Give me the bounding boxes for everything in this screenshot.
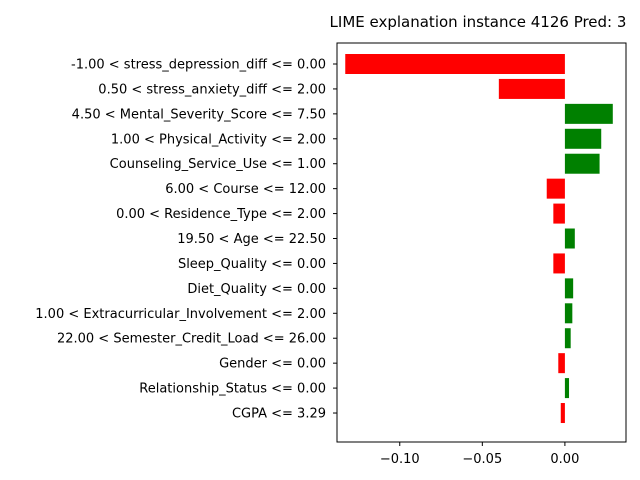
y-tick-label: 4.50 < Mental_Severity_Score <= 7.50 (72, 107, 326, 122)
bar (558, 353, 565, 374)
bar (560, 403, 565, 424)
y-tick-label: 1.00 < Extracurricular_Involvement <= 2.… (35, 307, 326, 322)
bar (564, 378, 570, 399)
bar (553, 203, 565, 224)
y-tick-label: 0.00 < Residence_Type <= 2.00 (116, 207, 326, 222)
bar (564, 278, 574, 299)
y-tick-label: Sleep_Quality <= 0.00 (178, 257, 326, 272)
y-tick-label: 22.00 < Semester_Credit_Load <= 26.00 (57, 332, 326, 347)
y-tick-label: 6.00 < Course <= 12.00 (165, 182, 326, 197)
chart-title: LIME explanation instance 4126 Pred: 3 (330, 13, 627, 31)
x-tick-label: 0.00 (550, 452, 579, 467)
bar (564, 228, 575, 249)
bar (564, 328, 571, 349)
x-axis: −0.10 −0.05 0.00 (380, 442, 579, 467)
bar (564, 303, 573, 324)
y-tick-label: Counseling_Service_Use <= 1.00 (110, 157, 326, 172)
y-tick-label: Diet_Quality <= 0.00 (187, 282, 326, 297)
bar (498, 78, 565, 99)
y-tick-labels: -1.00 < stress_depression_diff <= 0.00 0.… (35, 58, 337, 422)
x-tick-label: −0.05 (462, 452, 502, 467)
y-tick-label: Relationship_Status <= 0.00 (139, 382, 326, 397)
bars-group (345, 54, 613, 424)
x-tick-label: −0.10 (380, 452, 420, 467)
y-tick-label: 19.50 < Age <= 22.50 (177, 232, 326, 247)
bar (564, 103, 613, 124)
y-tick-label: CGPA <= 3.29 (232, 407, 326, 422)
bar (564, 128, 602, 149)
plot-frame (336, 42, 627, 443)
y-tick-label: -1.00 < stress_depression_diff <= 0.00 (71, 58, 326, 73)
y-tick-label: Gender <= 0.00 (219, 357, 326, 372)
bar (553, 253, 565, 274)
y-tick-label: 0.50 < stress_anxiety_diff <= 2.00 (98, 82, 326, 97)
bar (546, 178, 565, 199)
y-tick-label: 1.00 < Physical_Activity <= 2.00 (111, 132, 326, 147)
bar (564, 153, 600, 174)
bar (345, 54, 565, 74)
